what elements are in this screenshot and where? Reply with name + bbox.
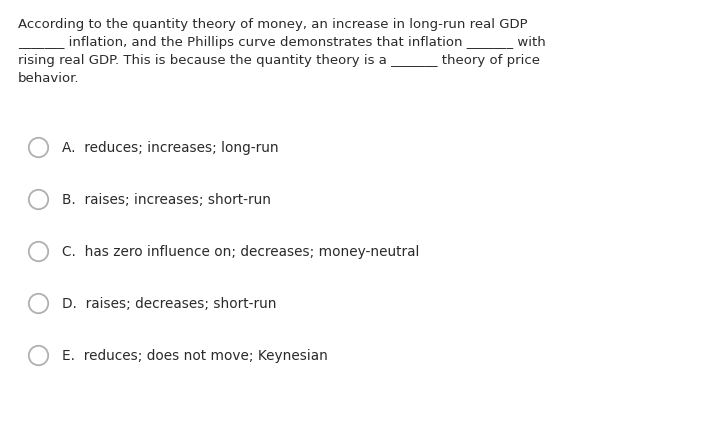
Text: B.  raises; increases; short-run: B. raises; increases; short-run [62, 193, 271, 207]
Point [32, 352, 44, 359]
Text: behavior.: behavior. [18, 72, 79, 85]
Point [32, 300, 44, 307]
Point [32, 196, 44, 203]
Text: C.  has zero influence on; decreases; money-neutral: C. has zero influence on; decreases; mon… [62, 245, 419, 259]
Text: According to the quantity theory of money, an increase in long-run real GDP: According to the quantity theory of mone… [18, 18, 528, 31]
Text: D.  raises; decreases; short-run: D. raises; decreases; short-run [62, 296, 276, 310]
Text: E.  reduces; does not move; Keynesian: E. reduces; does not move; Keynesian [62, 348, 328, 362]
Point [32, 248, 44, 255]
Point [32, 144, 44, 151]
Text: _______ inflation, and the Phillips curve demonstrates that inflation _______ wi: _______ inflation, and the Phillips curv… [18, 36, 546, 49]
Text: rising real GDP. This is because the quantity theory is a _______ theory of pric: rising real GDP. This is because the qua… [18, 54, 540, 67]
Text: A.  reduces; increases; long-run: A. reduces; increases; long-run [62, 141, 279, 155]
